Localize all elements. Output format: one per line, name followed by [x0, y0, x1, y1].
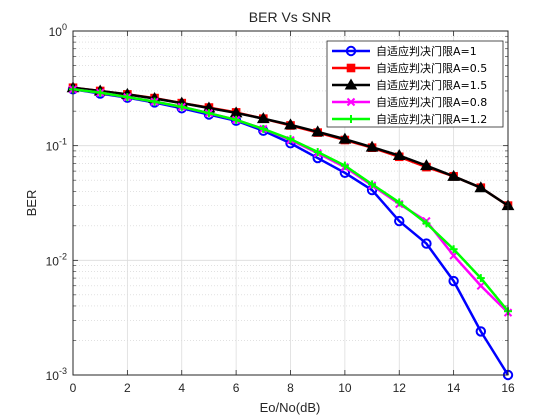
legend-marker [346, 63, 356, 73]
x-tick-label: 12 [393, 381, 407, 395]
data-point [475, 326, 487, 337]
x-tick-label: 0 [70, 381, 77, 395]
data-point [394, 215, 405, 227]
x-tick-label: 8 [287, 381, 294, 395]
x-tick-labels: 0 2 4 6 8 10 12 14 16 [70, 381, 515, 395]
legend-label: 自适应判决门限A=1.5 [376, 78, 487, 92]
y-tick-base: 10 [46, 254, 60, 268]
legend-label: 自适应判决门限A=1.2 [376, 112, 487, 126]
data-point [422, 219, 431, 228]
data-point [256, 112, 270, 124]
data-point [449, 245, 458, 254]
x-tick-label: 14 [447, 381, 461, 395]
legend-label: 自适应判决门限A=1 [376, 44, 477, 58]
data-point [476, 281, 486, 290]
data-point [232, 115, 241, 124]
data-point [447, 169, 460, 181]
data-point [259, 124, 268, 133]
y-tick-label: 10-1 [46, 137, 67, 154]
legend-entry: 自适应判决门限A=0.5 [332, 61, 487, 75]
x-tick-label: 2 [124, 381, 131, 395]
data-point [392, 149, 406, 161]
chart-title: BER Vs SNR [249, 9, 331, 25]
legend-marker [345, 45, 357, 57]
data-point [123, 93, 132, 102]
y-tick-label: 100 [49, 22, 67, 39]
series-layer [66, 81, 515, 381]
y-tick-label: 10-3 [46, 366, 67, 383]
data-point [150, 97, 159, 106]
legend-label: 自适应判决门限A=0.8 [376, 95, 487, 109]
legend-entry: 自适应判决门限A=1.2 [332, 112, 487, 126]
y-tick-exponent: -1 [59, 137, 67, 147]
data-point [313, 148, 322, 157]
data-point [284, 118, 297, 130]
data-point [96, 88, 105, 97]
legend: 自适应判决门限A=1 自适应判决门限A=0.5 自适应判决门限A=1.5 自适应判决门… [326, 40, 504, 128]
x-tick-label: 10 [338, 381, 352, 395]
data-point [338, 132, 352, 144]
ticks [72, 30, 509, 376]
x-axis-label: Eo/No(dB) [260, 400, 321, 415]
data-point [395, 198, 404, 207]
marker-stroke [476, 281, 486, 290]
y-tick-base: 10 [49, 25, 63, 39]
legend-marker [346, 97, 356, 107]
data-point [420, 159, 433, 171]
marker-stroke [346, 97, 356, 107]
data-point [286, 135, 295, 144]
x-tick-label: 4 [178, 381, 185, 395]
x-tick-label: 6 [233, 381, 240, 395]
data-point [476, 274, 485, 283]
data-point [340, 161, 349, 170]
data-point [204, 109, 213, 118]
y-tick-exponent: -2 [59, 251, 67, 261]
data-point [177, 102, 186, 111]
legend-entry: 自适应判决门限A=0.8 [332, 95, 487, 109]
y-tick-label: 10-2 [46, 251, 67, 268]
y-tick-exponent: 0 [62, 22, 67, 32]
data-point [421, 238, 432, 249]
y-axis-label: BER [24, 190, 39, 217]
y-tick-exponent: -3 [59, 366, 67, 376]
data-point [474, 181, 488, 193]
legend-marker [347, 115, 355, 123]
x-tick-label: 16 [501, 381, 515, 395]
y-tick-base: 10 [46, 140, 60, 154]
y-tick-base: 10 [46, 369, 60, 383]
data-point [365, 140, 379, 152]
legend-label: 自适应判决门限A=0.5 [376, 61, 487, 75]
data-point [368, 180, 377, 189]
legend-entry: 自适应判决门限A=1 [332, 44, 477, 58]
data-point [311, 125, 325, 137]
legend-marker [344, 78, 358, 90]
data-point [448, 275, 459, 287]
legend-entry: 自适应判决门限A=1.5 [332, 78, 487, 92]
